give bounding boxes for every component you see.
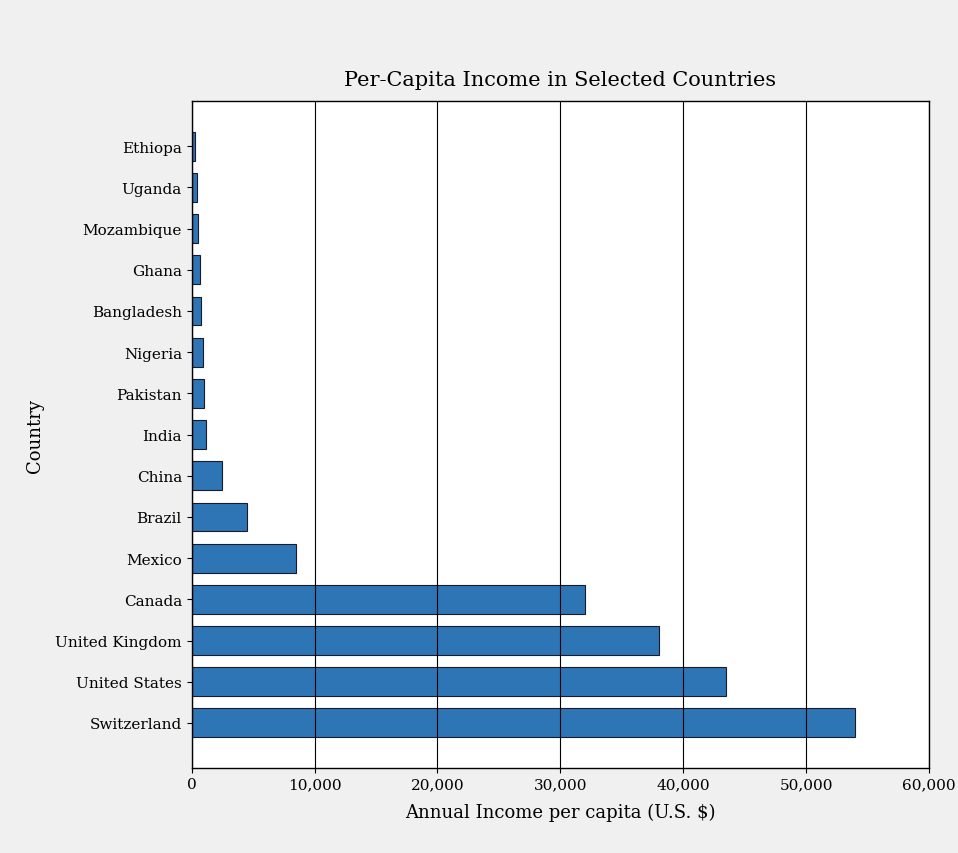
Bar xyxy=(192,544,296,573)
Bar xyxy=(192,297,201,326)
Bar xyxy=(192,256,200,285)
Title: Per-Capita Income in Selected Countries: Per-Capita Income in Selected Countries xyxy=(344,71,777,90)
Bar xyxy=(192,585,585,614)
Bar xyxy=(192,668,726,696)
Bar xyxy=(192,461,222,490)
Bar xyxy=(192,709,855,738)
Bar xyxy=(192,215,197,244)
Bar xyxy=(192,174,196,202)
Bar xyxy=(192,339,203,367)
Bar xyxy=(192,132,195,161)
Bar xyxy=(192,503,247,531)
Y-axis label: Country: Country xyxy=(26,398,44,472)
Bar xyxy=(192,626,659,655)
Bar xyxy=(192,380,204,409)
Bar xyxy=(192,421,206,450)
X-axis label: Annual Income per capita (U.S. $): Annual Income per capita (U.S. $) xyxy=(405,803,716,821)
